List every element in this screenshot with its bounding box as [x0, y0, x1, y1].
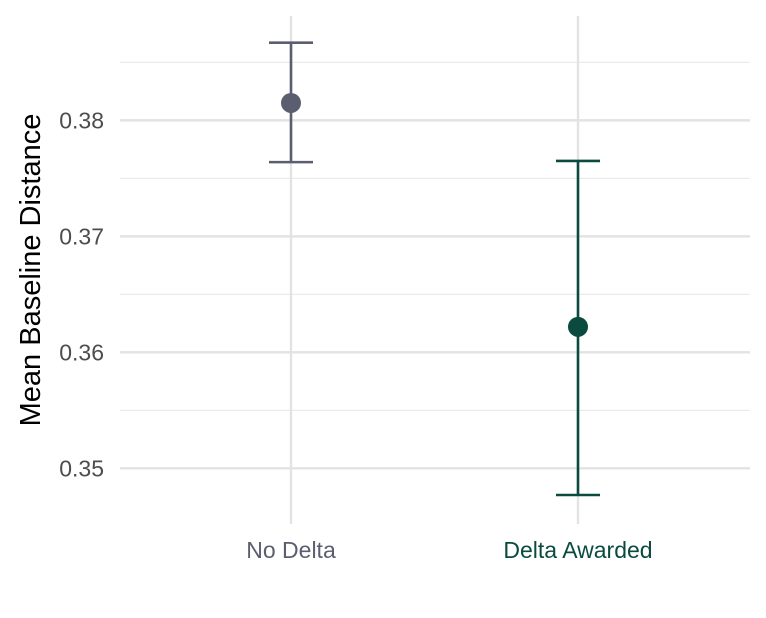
- x-tick-label: No Delta: [246, 537, 336, 563]
- y-tick-label: 0.37: [59, 223, 104, 249]
- y-axis-title: Mean Baseline Distance: [15, 114, 47, 427]
- marks-layer: [269, 41, 600, 497]
- mean-point: [281, 92, 301, 113]
- y-tick-label: 0.38: [59, 107, 104, 133]
- y-tick-label: 0.36: [59, 339, 104, 365]
- y-tick-label: 0.35: [59, 455, 104, 481]
- grid-layer: [120, 16, 750, 524]
- mean-point: [568, 316, 588, 337]
- label-layer: 0.35 0.36 0.37 0.38 No Delta Delta Awarded: [59, 107, 652, 563]
- x-tick-label: Delta Awarded: [503, 537, 652, 563]
